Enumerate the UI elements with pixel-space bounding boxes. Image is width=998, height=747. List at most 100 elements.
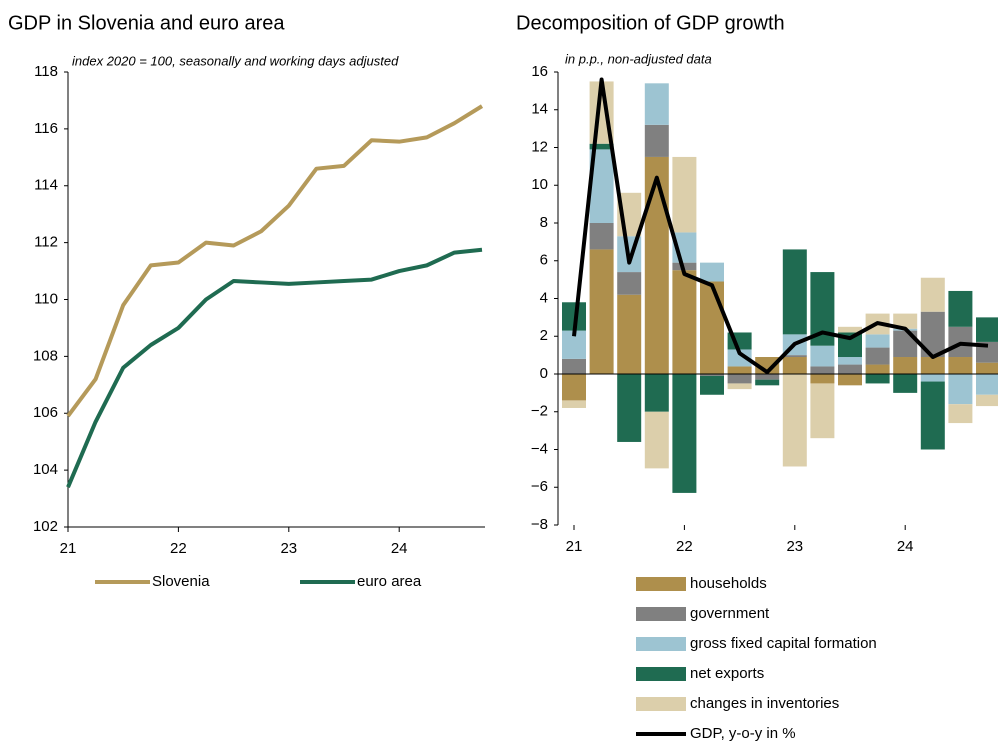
bar-segment (755, 379, 780, 386)
y-tick-label: 12 (531, 138, 548, 155)
bar-segment (976, 362, 998, 374)
y-tick-label: 4 (540, 289, 548, 306)
bar-segment (755, 374, 780, 380)
bar-segment (865, 364, 890, 374)
y-tick-label: 0 (540, 365, 548, 382)
y-tick-label: 14 (531, 101, 548, 118)
y-tick-label: −4 (531, 440, 548, 457)
line-series (66, 104, 484, 418)
bar-segment (838, 357, 862, 365)
bar-segment (893, 357, 918, 374)
y-tick-label: 8 (540, 214, 548, 231)
y-tick-label: −8 (531, 516, 548, 533)
y-tick-label: 106 (33, 404, 58, 421)
bar-segment (810, 383, 835, 439)
bar-segment (617, 374, 642, 442)
x-tick-label: 22 (170, 540, 187, 557)
legend-label: GDP, y-o-y in % (690, 725, 796, 742)
bar-segment (782, 355, 807, 358)
bar-segment (672, 262, 697, 271)
bar-segment (838, 364, 862, 374)
bar-segment (644, 83, 669, 125)
bar-segment (672, 156, 697, 233)
bar-segment (920, 357, 945, 374)
legend-label: Slovenia (152, 573, 210, 590)
bar-segment (700, 281, 724, 374)
legend-swatch (636, 667, 686, 681)
bar-segment (727, 366, 752, 374)
bar-segment (700, 374, 724, 376)
y-tick-label: 116 (34, 120, 58, 137)
bar-segment (976, 394, 998, 407)
y-tick-label: 110 (34, 290, 58, 307)
line-series (572, 77, 989, 375)
bar-segment (672, 374, 697, 493)
bar-segment (700, 262, 724, 282)
bar-segment (920, 381, 945, 450)
y-tick-label: 104 (33, 461, 58, 478)
bar-segment (810, 374, 835, 384)
bar-segment (589, 249, 614, 374)
bar-segment (948, 404, 973, 424)
y-tick-label: 118 (34, 63, 58, 80)
chart-subtitle: index 2020 = 100, seasonally and working… (72, 53, 399, 68)
bar-segment (672, 270, 697, 374)
y-tick-label: 2 (540, 327, 548, 344)
bar-segment (644, 411, 669, 469)
bar-segment (782, 249, 807, 335)
bar-segment (782, 374, 807, 467)
legend-label: government (690, 605, 770, 622)
bar-segment (562, 374, 586, 401)
bar-segment (644, 156, 669, 374)
bar-segment (727, 383, 752, 390)
x-tick-label: 24 (897, 538, 914, 555)
bar-segment (700, 375, 724, 395)
bar-segment (782, 357, 807, 374)
legend-swatch (636, 637, 686, 651)
bar-segment (948, 374, 973, 405)
bar-segment (865, 334, 890, 348)
bar-segment (838, 326, 862, 333)
bar-segment (644, 374, 669, 412)
legend-label: net exports (690, 665, 764, 682)
x-tick-label: 22 (676, 538, 693, 555)
bar-segment (727, 374, 752, 384)
bar-segment (727, 349, 752, 367)
chart-subtitle: in p.p., non-adjusted data (565, 51, 712, 66)
y-tick-label: 6 (540, 252, 548, 269)
legend-swatch (636, 697, 686, 711)
x-tick-label: 21 (566, 538, 583, 555)
legend-label: households (690, 575, 767, 592)
y-tick-label: 16 (531, 63, 548, 80)
bar-segment (865, 347, 890, 365)
bar-segment (810, 345, 835, 367)
bar-segment (948, 357, 973, 374)
x-tick-label: 21 (60, 540, 77, 557)
y-tick-label: 114 (34, 177, 58, 194)
bar-segment (893, 374, 918, 393)
x-tick-label: 24 (391, 540, 408, 557)
bar-segment (617, 294, 642, 374)
chart-title: Decomposition of GDP growth (516, 12, 785, 34)
legend-swatch (636, 607, 686, 621)
legend-label: euro area (357, 573, 422, 590)
legend-label: gross fixed capital formation (690, 635, 877, 652)
x-tick-label: 23 (280, 540, 297, 557)
y-tick-label: 108 (33, 347, 58, 364)
bar-segment (562, 358, 586, 374)
bar-segment (838, 374, 862, 386)
bar-segment (893, 313, 918, 329)
bar-segment (976, 317, 998, 342)
bar-segment (920, 374, 945, 382)
bar-segment (976, 374, 998, 395)
y-tick-label: −6 (531, 478, 548, 495)
bar-segment (948, 290, 973, 327)
bar-segment (589, 143, 614, 150)
bar-segment (810, 366, 835, 374)
x-tick-label: 23 (786, 538, 803, 555)
bar-segment (589, 223, 614, 250)
legend-swatch (636, 577, 686, 591)
bar-segment (865, 374, 890, 384)
bar-segment (644, 124, 669, 157)
